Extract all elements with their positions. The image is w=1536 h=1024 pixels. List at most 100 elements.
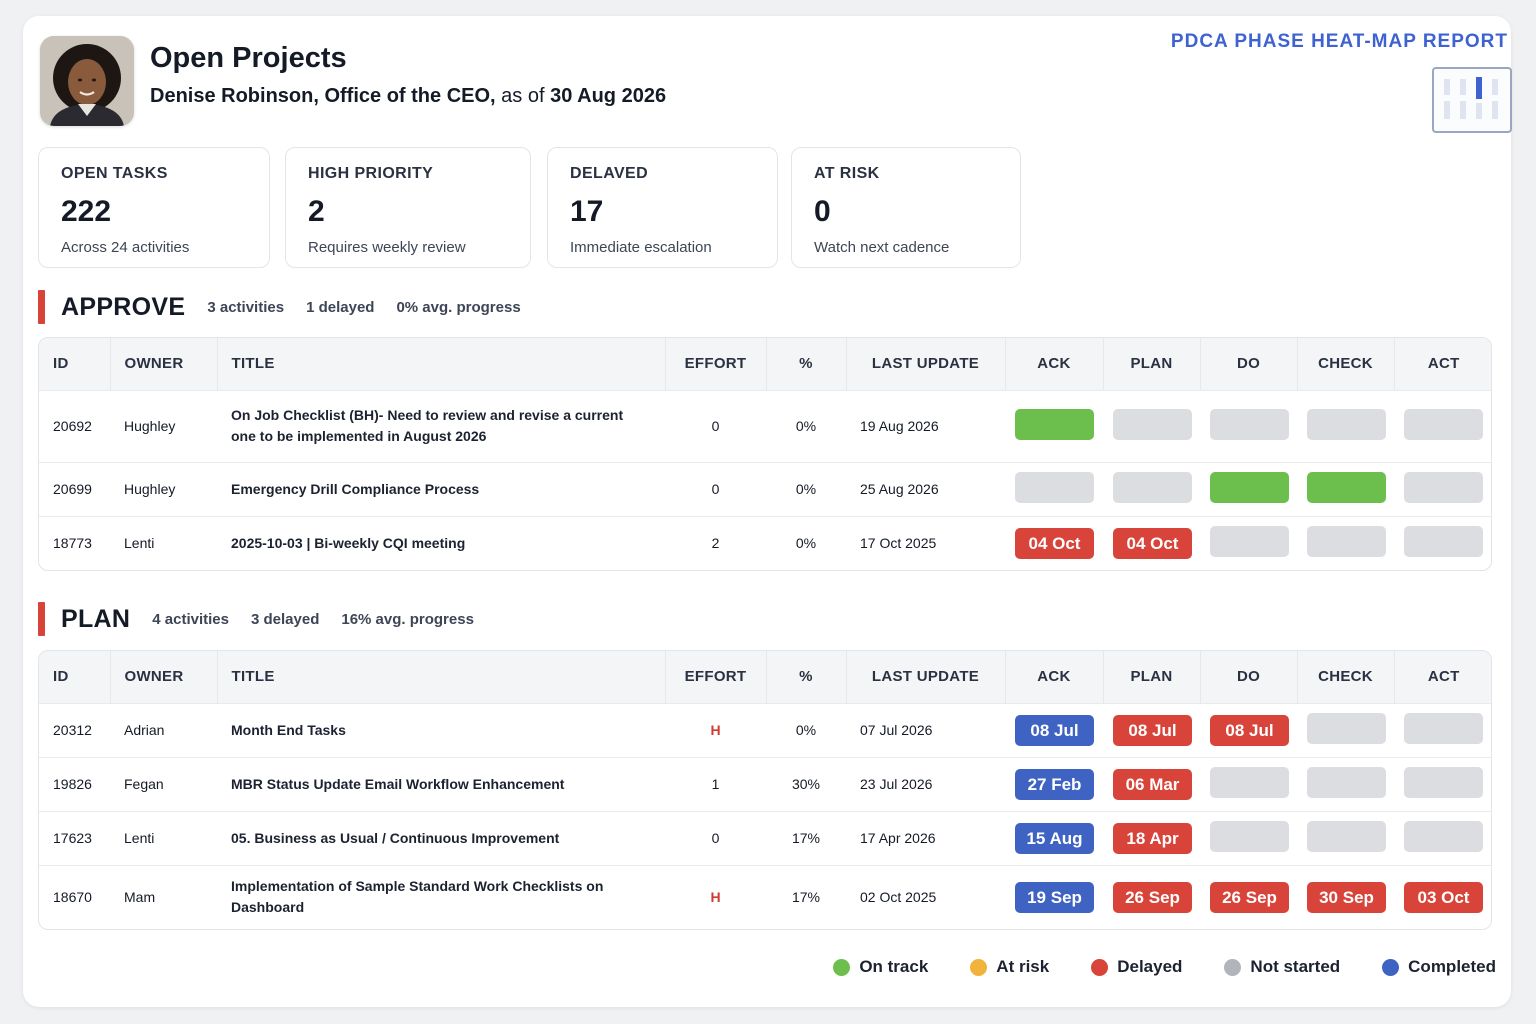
col-effort[interactable]: EFFORT [665, 651, 767, 703]
col-id[interactable]: ID [39, 651, 111, 703]
phase-pill-do[interactable] [1210, 472, 1289, 503]
phase-pill-do[interactable] [1210, 526, 1289, 558]
stat-value: 2 [308, 195, 325, 228]
phase-pill-plan[interactable] [1113, 472, 1192, 503]
cell-phase-do: 26 Sep [1200, 864, 1297, 929]
stat-note: Watch next cadence [814, 239, 950, 256]
cell-id: 18773 [39, 515, 110, 570]
col-title[interactable]: TITLE [217, 651, 666, 703]
phase-pill-ack[interactable] [1015, 409, 1094, 440]
phase-pill-ack[interactable]: 04 Oct [1015, 527, 1094, 559]
table-row[interactable]: 20692 Hughley On Job Checklist (BH)- Need … [39, 389, 1491, 462]
table-row[interactable]: 20699 Hughley Emergency Drill Compliance P… [39, 461, 1491, 516]
cell-phase-ack [1005, 461, 1103, 516]
section-header-plan: PLAN 4 activities 3 delayed 16% avg. pro… [38, 602, 496, 636]
col-effort[interactable]: EFFORT [665, 338, 767, 390]
stat-value: 0 [814, 195, 831, 228]
stat-card-open-tasks: OPEN TASKS 222 Across 24 activities [38, 147, 270, 268]
phase-pill-do[interactable] [1210, 767, 1289, 798]
cell-phase-check [1297, 702, 1394, 757]
cell-title: 05. Business as Usual / Continuous Impro… [217, 810, 665, 865]
phase-pill-check[interactable] [1307, 409, 1386, 440]
col-ack[interactable]: ACK [1005, 651, 1104, 703]
page-subtitle: Denise Robinson, Office of the CEO, as o… [150, 85, 666, 108]
phase-pill-check[interactable] [1307, 713, 1386, 744]
col-owner[interactable]: OWNER [110, 338, 218, 390]
cell-last-update: 25 Aug 2026 [846, 461, 1005, 516]
cell-phase-check [1297, 756, 1394, 811]
table-row[interactable]: 20312 Adrian Month End Tasks H 0% 07 Jul 2026… [39, 702, 1491, 757]
phase-pill-plan[interactable]: 04 Oct [1113, 527, 1192, 559]
phase-pill-act[interactable]: 03 Oct [1404, 881, 1483, 913]
stat-note: Immediate escalation [570, 239, 712, 256]
approve-table-body: 20692 Hughley On Job Checklist (BH)- Need … [39, 389, 1491, 570]
col-act[interactable]: ACT [1394, 651, 1491, 703]
user-avatar [40, 36, 134, 126]
legend-label: Completed [1408, 957, 1496, 976]
phase-pill-act[interactable] [1404, 821, 1483, 852]
cell-title: 2025-10-03 | Bi-weekly CQI meeting [217, 515, 665, 570]
col-plan[interactable]: PLAN [1103, 651, 1201, 703]
col-pct[interactable]: % [766, 651, 847, 703]
col-pct[interactable]: % [766, 338, 847, 390]
cell-phase-ack [1005, 389, 1103, 462]
cell-phase-act: 03 Oct [1394, 864, 1491, 929]
phase-pill-check[interactable] [1307, 472, 1386, 503]
phase-pill-act[interactable] [1404, 526, 1483, 558]
phase-pill-plan[interactable]: 08 Jul [1113, 714, 1192, 746]
phase-pill-plan[interactable]: 26 Sep [1113, 881, 1192, 913]
table-row[interactable]: 17623 Lenti 05. Business as Usual / Contin… [39, 810, 1491, 865]
phase-pill-ack[interactable] [1015, 472, 1094, 503]
phase-pill-check[interactable] [1307, 767, 1386, 798]
col-do[interactable]: DO [1200, 651, 1298, 703]
col-check[interactable]: CHECK [1297, 338, 1395, 390]
cell-pct: 17% [766, 864, 846, 929]
cell-phase-ack: 04 Oct [1005, 515, 1103, 570]
col-do[interactable]: DO [1200, 338, 1298, 390]
col-ack[interactable]: ACK [1005, 338, 1104, 390]
phase-pill-plan[interactable]: 06 Mar [1113, 768, 1192, 800]
cell-owner: Fegan [110, 756, 217, 811]
stat-label: DELAVED [570, 165, 649, 182]
legend-not-started: Not started [1224, 957, 1340, 977]
phase-pill-do[interactable]: 08 Jul [1210, 714, 1289, 746]
table-row[interactable]: 18670 Mam Implementation of Sample Standar… [39, 864, 1491, 929]
col-owner[interactable]: OWNER [110, 651, 218, 703]
cell-pct: 0% [766, 515, 846, 570]
phase-pill-plan[interactable]: 18 Apr [1113, 822, 1192, 854]
phase-pill-act[interactable] [1404, 767, 1483, 798]
phase-pill-ack[interactable]: 19 Sep [1015, 881, 1094, 913]
bar-chart-icon[interactable] [1432, 67, 1512, 133]
phase-pill-act[interactable] [1404, 472, 1483, 503]
col-act[interactable]: ACT [1394, 338, 1491, 390]
phase-pill-ack[interactable]: 15 Aug [1015, 822, 1094, 854]
phase-pill-check[interactable] [1307, 821, 1386, 852]
cell-title: Emergency Drill Compliance Process [217, 461, 665, 516]
phase-pill-do[interactable] [1210, 821, 1289, 852]
phase-pill-do[interactable] [1210, 409, 1289, 440]
col-plan[interactable]: PLAN [1103, 338, 1201, 390]
phase-pill-act[interactable] [1404, 409, 1483, 440]
col-id[interactable]: ID [39, 338, 111, 390]
cell-title: Month End Tasks [217, 702, 665, 757]
table-row[interactable]: 19826 Fegan MBR Status Update Email Workfl… [39, 756, 1491, 811]
stat-note: Across 24 activities [61, 239, 190, 256]
phase-pill-check[interactable]: 30 Sep [1307, 881, 1386, 913]
plan-table: ID OWNER TITLE EFFORT % LAST UPDATE ACK … [38, 650, 1492, 930]
col-title[interactable]: TITLE [217, 338, 666, 390]
phase-pill-check[interactable] [1307, 526, 1386, 558]
col-check[interactable]: CHECK [1297, 651, 1395, 703]
phase-pill-plan[interactable] [1113, 409, 1192, 440]
phase-pill-do[interactable]: 26 Sep [1210, 881, 1289, 913]
phase-pill-ack[interactable]: 27 Feb [1015, 768, 1094, 800]
page-title: Open Projects [150, 42, 347, 74]
cell-phase-do [1200, 810, 1297, 865]
col-last-update[interactable]: LAST UPDATE [846, 651, 1006, 703]
section-activities: 4 activities [152, 610, 229, 628]
cell-phase-act [1394, 461, 1491, 516]
phase-pill-act[interactable] [1404, 713, 1483, 744]
report-label: PDCA PHASE HEAT-MAP REPORT [1170, 31, 1508, 52]
col-last-update[interactable]: LAST UPDATE [846, 338, 1006, 390]
table-row[interactable]: 18773 Lenti 2025-10-03 | Bi-weekly CQI mee… [39, 515, 1491, 570]
phase-pill-ack[interactable]: 08 Jul [1015, 714, 1094, 746]
